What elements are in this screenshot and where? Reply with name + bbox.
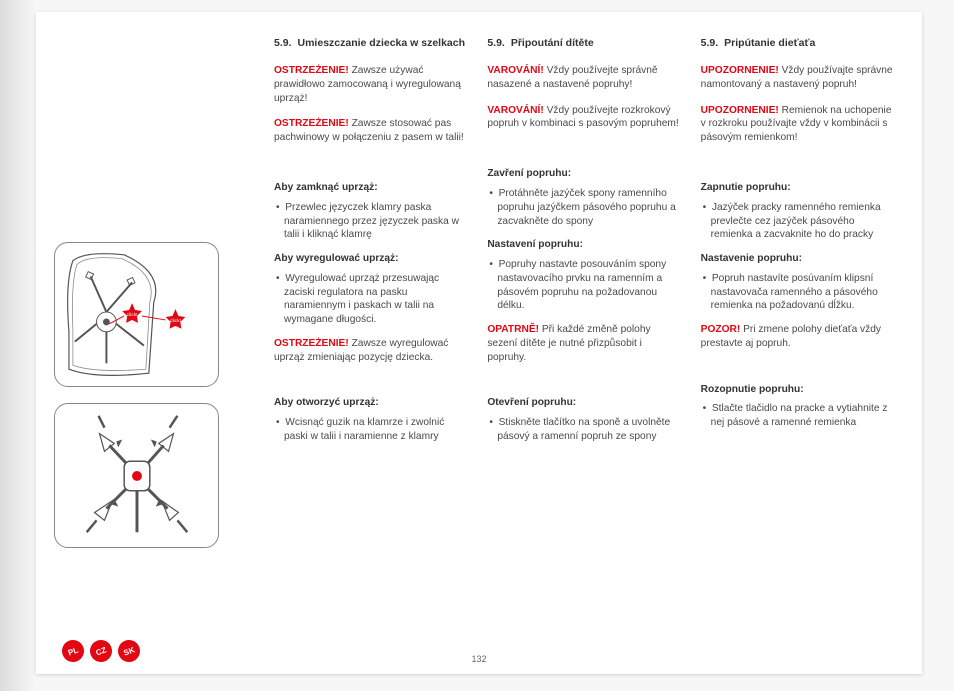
bullet-text: • Wcisnąć guzik na klamrze i zwolnić pas…	[274, 416, 467, 444]
bullet-text: • Stlačte tlačidlo na pracke a vytiahnit…	[701, 402, 894, 430]
subheading: Aby otworzyć uprząż:	[274, 396, 467, 410]
bullet-text: • Wyregulować uprząż przesuwając zaciski…	[274, 272, 467, 327]
warning-paragraph: UPOZORNENIE! Vždy používajte správne nam…	[701, 64, 894, 92]
lang-badge-pl: PL	[56, 634, 89, 667]
subheading: Aby zamknąć uprząż:	[274, 181, 467, 195]
section-number: 5.9.	[487, 36, 505, 50]
warning-label: OPATRNĚ!	[487, 324, 539, 335]
bullet-text: • Przewlec języczek klamry paska naramie…	[274, 201, 467, 242]
subheading: Zavření popruhu:	[487, 167, 680, 181]
section-heading: 5.9. Pripútanie dieťaťa	[701, 36, 894, 50]
click-star-label: click!	[170, 318, 181, 324]
column-pl: 5.9. Umieszczanie dziecka w szelkach OST…	[264, 36, 477, 668]
section-number: 5.9.	[701, 36, 719, 50]
warning-paragraph: POZOR! Pri zmene polohy dieťaťa vždy pre…	[701, 323, 894, 351]
section-heading: 5.9. Umieszczanie dziecka w szelkach	[274, 36, 467, 50]
text-columns: 5.9. Umieszczanie dziecka w szelkach OST…	[256, 12, 922, 674]
language-badges: PL CZ SK	[60, 638, 246, 664]
manual-page: click! click!	[36, 12, 922, 674]
subheading: Otevření popruhu:	[487, 396, 680, 410]
warning-paragraph: OPATRNĚ! Při každé změně polohy sezení d…	[487, 323, 680, 364]
column-sk: 5.9. Pripútanie dieťaťa UPOZORNENIE! Vžd…	[691, 36, 904, 668]
illustration-buckle-open	[54, 403, 219, 548]
section-title-text: Připoutání dítěte	[511, 36, 594, 50]
subheading: Zapnutie popruhu:	[701, 181, 894, 195]
subheading: Aby wyregulować uprząż:	[274, 252, 467, 266]
illustration-column: click! click!	[36, 12, 256, 674]
warning-label: UPOZORNENIE!	[701, 65, 779, 76]
bullet-text: • Protáhněte jazýček spony ramenního pop…	[487, 187, 680, 228]
section-heading: 5.9. Připoutání dítěte	[487, 36, 680, 50]
warning-label: UPOZORNENIE!	[701, 105, 779, 116]
illustration-harness-seat: click! click!	[54, 242, 219, 387]
binding-spine	[0, 0, 36, 691]
warning-paragraph: OSTRZEŻENIE! Zawsze używać prawidłowo za…	[274, 64, 467, 105]
column-cz: 5.9. Připoutání dítěte VAROVÁNÍ! Vždy po…	[477, 36, 690, 668]
page-number: 132	[471, 654, 486, 664]
lang-badge-sk: SK	[112, 634, 145, 667]
warning-label: OSTRZEŻENIE!	[274, 65, 349, 76]
click-star-label: click!	[127, 312, 138, 318]
section-number: 5.9.	[274, 36, 292, 50]
warning-label: VAROVÁNÍ!	[487, 105, 543, 116]
warning-label: OSTRZEŻENIE!	[274, 338, 349, 349]
bullet-text: • Jazýček pracky ramenného remienka prev…	[701, 201, 894, 242]
warning-paragraph: OSTRZEŻENIE! Zawsze stosować pas pachwin…	[274, 117, 467, 145]
warning-paragraph: VAROVÁNÍ! Vždy používejte správně nasaze…	[487, 64, 680, 92]
warning-paragraph: VAROVÁNÍ! Vždy používejte rozkrokový pop…	[487, 104, 680, 132]
subheading: Nastavení popruhu:	[487, 238, 680, 252]
warning-label: VAROVÁNÍ!	[487, 65, 543, 76]
warning-paragraph: OSTRZEŻENIE! Zawsze wyregulować uprząż z…	[274, 337, 467, 365]
bullet-text: • Popruhy nastavte posouváním spony nast…	[487, 258, 680, 313]
warning-label: POZOR!	[701, 324, 741, 335]
section-title-text: Umieszczanie dziecka w szelkach	[298, 36, 466, 50]
lang-badge-cz: CZ	[84, 634, 117, 667]
section-title-text: Pripútanie dieťaťa	[724, 36, 815, 50]
warning-label: OSTRZEŻENIE!	[274, 118, 349, 129]
warning-paragraph: UPOZORNENIE! Remienok na uchopenie v roz…	[701, 104, 894, 145]
bullet-text: • Stiskněte tlačítko na sponě a uvolněte…	[487, 416, 680, 444]
subheading: Rozopnutie popruhu:	[701, 383, 894, 397]
subheading: Nastavenie popruhu:	[701, 252, 894, 266]
bullet-text: • Popruh nastavíte posúvaním klipsní nas…	[701, 272, 894, 313]
